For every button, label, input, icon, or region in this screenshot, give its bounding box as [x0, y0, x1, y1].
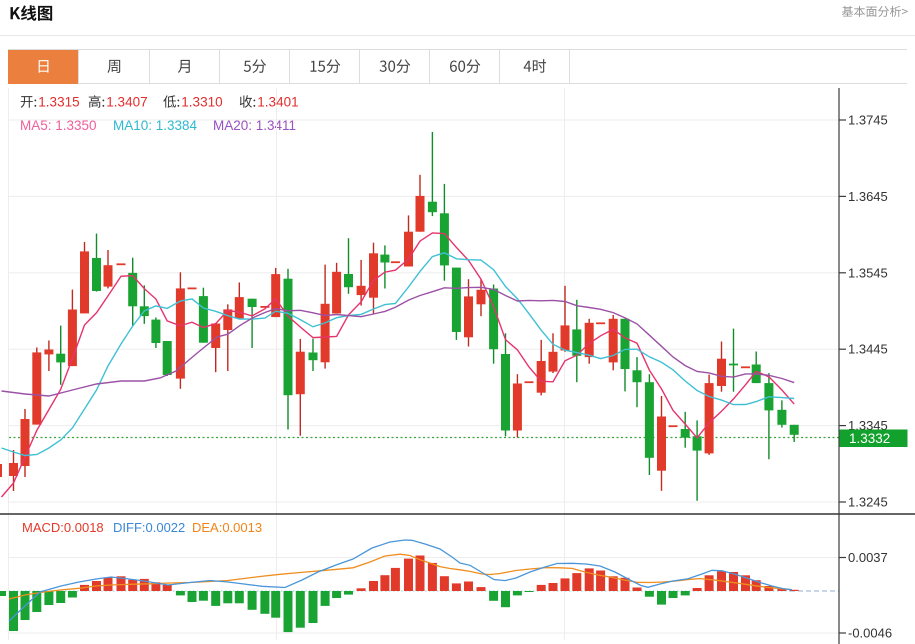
svg-text:0.0037: 0.0037	[848, 550, 888, 565]
svg-text:1.3645: 1.3645	[848, 189, 888, 204]
svg-text:1.3245: 1.3245	[848, 495, 888, 510]
svg-text:1.3745: 1.3745	[848, 113, 888, 128]
svg-text:1.3345: 1.3345	[848, 418, 888, 433]
svg-text:1.3445: 1.3445	[848, 342, 888, 357]
svg-text:1.3332: 1.3332	[849, 431, 890, 446]
svg-text:1.3310: 1.3310	[181, 95, 222, 110]
svg-text:-0.0046: -0.0046	[848, 626, 892, 641]
svg-text:1.3545: 1.3545	[848, 265, 888, 280]
svg-text:1.3407: 1.3407	[106, 95, 147, 110]
svg-text:1.3315: 1.3315	[38, 95, 79, 110]
svg-text:1.3401: 1.3401	[257, 95, 298, 110]
